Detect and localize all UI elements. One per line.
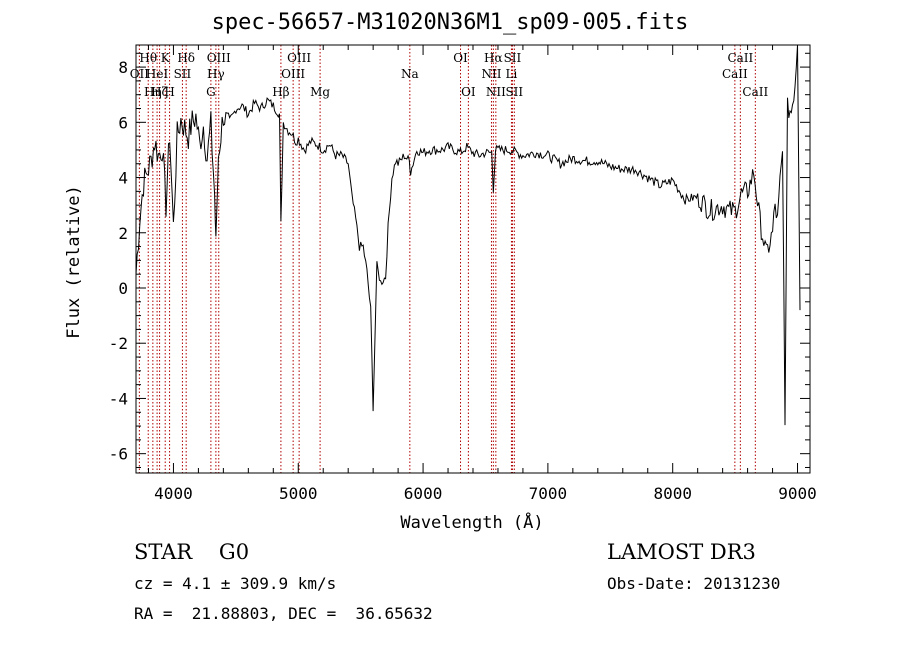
x-tick-label: 7000 xyxy=(529,484,568,503)
y-tick-label: 8 xyxy=(118,58,128,77)
coordinates-readout: RA = 21.88803, DEC = 36.65632 xyxy=(134,604,433,623)
survey-name: LAMOST DR3 xyxy=(607,540,756,564)
spectral-line-label: Hγ xyxy=(207,67,225,81)
spectral-lines-layer xyxy=(138,45,756,473)
object-class: STAR G0 xyxy=(134,540,250,564)
spectral-line-label: NII xyxy=(481,67,501,81)
spectral-line-label: Hθ xyxy=(139,51,157,65)
spectral-line-label: HeI xyxy=(146,67,169,81)
line-labels-layer: OIIHθHηHeIHζKHSIIHδGHγOIIIHβOIIIOIIIMgNa… xyxy=(130,51,769,99)
y-tick-label: -2 xyxy=(109,334,128,353)
spectral-line-label: Hη xyxy=(144,85,162,99)
y-tick-label: 4 xyxy=(118,169,128,188)
spectrum-layer xyxy=(135,45,801,426)
spectral-line-label: OI xyxy=(461,85,476,99)
x-tick-label: 4000 xyxy=(154,484,193,503)
spectral-line-label: Li xyxy=(506,67,518,81)
spectral-line-label: G xyxy=(206,85,216,99)
x-tick-label: 5000 xyxy=(279,484,318,503)
spectral-line-label: CaII xyxy=(742,85,768,99)
y-axis-label: Flux (relative) xyxy=(64,185,84,339)
x-tick-label: 8000 xyxy=(653,484,692,503)
spectral-line-label: CaII xyxy=(722,67,748,81)
redshift-readout: cz = 4.1 ± 309.9 km/s xyxy=(134,574,337,593)
x-tick-label: 6000 xyxy=(404,484,443,503)
y-tick-label: 6 xyxy=(118,113,128,132)
spectral-line-label: K xyxy=(161,51,171,65)
spectral-line-label: OII xyxy=(130,67,150,81)
spectral-line-label: SII xyxy=(504,51,522,65)
y-tick-label: 0 xyxy=(118,279,128,298)
y-tick-label: -4 xyxy=(109,389,128,408)
spectral-line-label: Hα xyxy=(484,51,503,65)
spectral-line-label: Na xyxy=(401,67,419,81)
spectral-line-label: SII xyxy=(505,85,523,99)
spectral-line-label: Mg xyxy=(310,85,330,99)
x-tick-label: 9000 xyxy=(778,484,817,503)
spectral-line-label: Hβ xyxy=(272,85,289,99)
axes-layer: 4000 5000 6000 7000 8000 9000 -6 -4 -2 0 2 4 6 8 xyxy=(109,44,817,503)
spectral-line-label: H xyxy=(164,85,174,99)
spectral-line-label: Hζ xyxy=(151,85,168,99)
chart-title: spec-56657-M31020N36M1_sp09-005.fits xyxy=(211,10,689,35)
spectral-line-label: OIII xyxy=(207,51,231,65)
spectrum-line xyxy=(135,45,801,426)
spectral-line-label: NII xyxy=(486,85,506,99)
spectral-line-label: CaII xyxy=(727,51,753,65)
spectral-line-label: Hδ xyxy=(177,51,195,65)
x-axis-label: Wavelength (Å) xyxy=(400,511,543,533)
obs-date: Obs-Date: 20131230 xyxy=(607,574,781,593)
y-tick-label: 2 xyxy=(118,224,128,243)
spectral-line-label: OIII xyxy=(287,51,311,65)
spectral-line-label: SII xyxy=(174,67,192,81)
spectral-line-label: OI xyxy=(453,51,468,65)
spectral-line-label: OIII xyxy=(281,67,305,81)
y-tick-label: -6 xyxy=(109,445,128,464)
